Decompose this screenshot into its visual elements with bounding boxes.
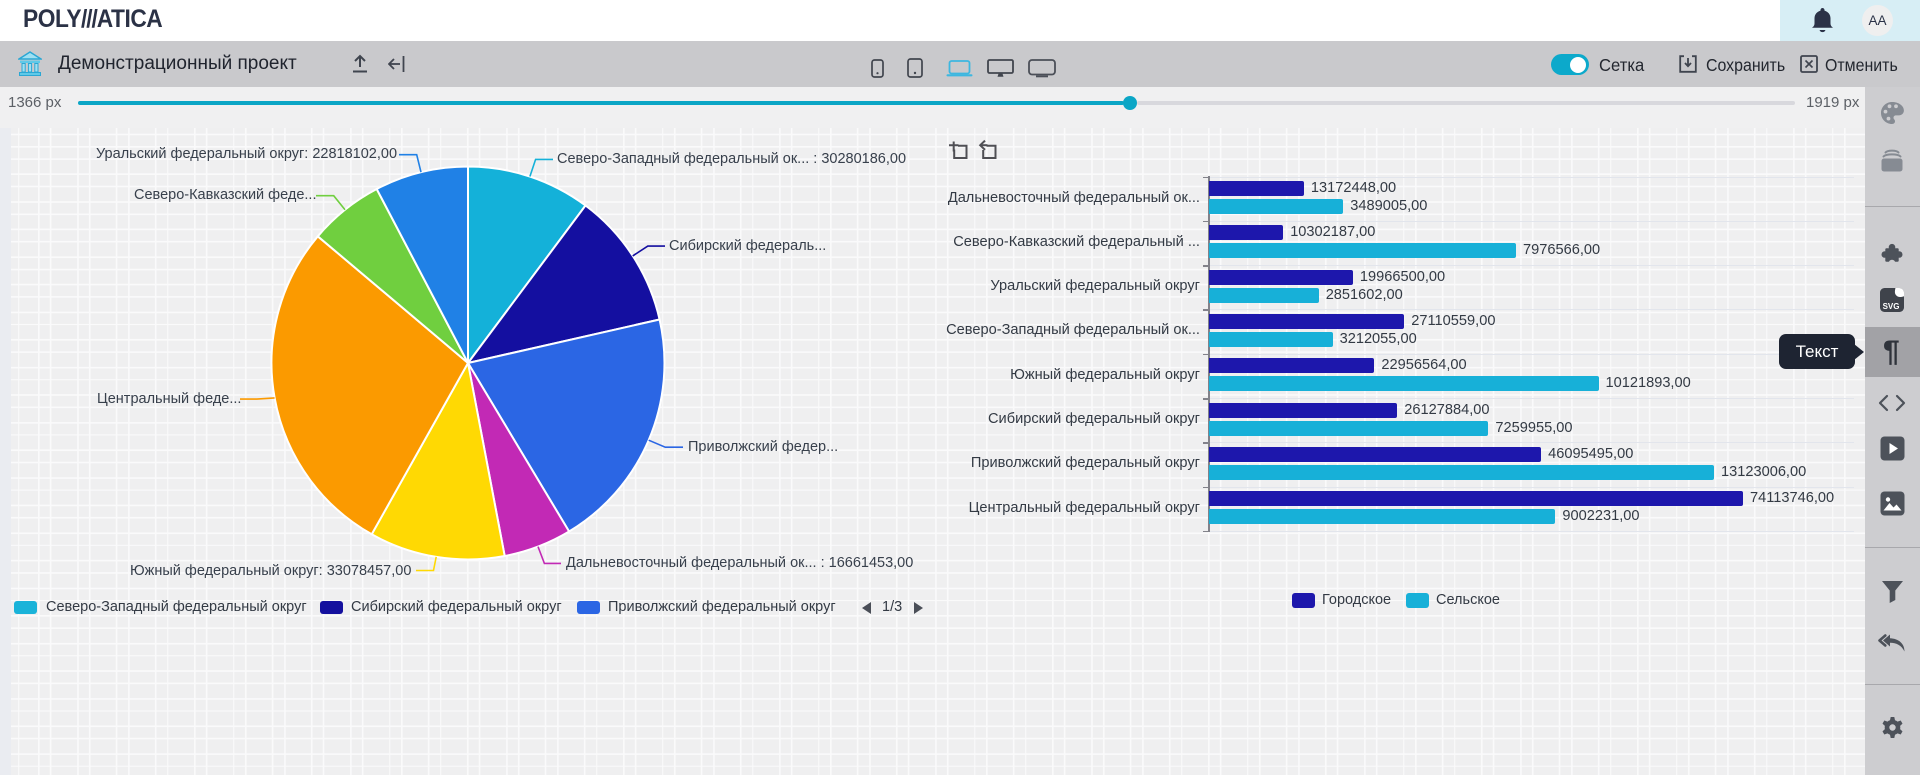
svg-text:SVG: SVG <box>1883 302 1900 311</box>
